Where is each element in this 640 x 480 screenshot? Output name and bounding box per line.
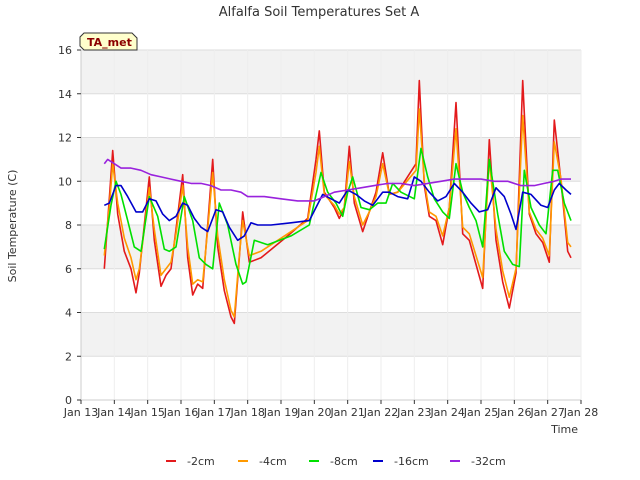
x-tick-label: Jan 23 [396, 406, 431, 419]
chart-title: Alfalfa Soil Temperatures Set A [219, 5, 420, 20]
series-line-minus-8cm [103, 147, 572, 285]
x-tick-label: Jan 20 [296, 406, 331, 419]
x-tick-label: Jan 15 [129, 406, 164, 419]
x-tick-label: Jan 27 [529, 406, 564, 419]
y-axis-label: Soil Temperature (C) [6, 170, 19, 283]
legend-label: -8cm [330, 455, 358, 468]
plot-band [81, 50, 581, 94]
y-axis-ticks: 0 2 4 6 8 10 12 14 16 [58, 44, 81, 407]
x-tick-label: Jan 21 [329, 406, 364, 419]
x-tick-label: Jan 28 [563, 406, 598, 419]
plot-band [81, 137, 581, 182]
series-line-minus-2cm [103, 79, 572, 325]
y-tick-label: 10 [58, 175, 72, 188]
legend-label: -16cm [394, 455, 429, 468]
legend-label: -2cm [187, 455, 215, 468]
y-tick-label: 16 [58, 44, 72, 57]
x-axis-label: Time [550, 423, 578, 436]
series-line-minus-16cm [103, 176, 572, 242]
y-tick-label: 2 [65, 350, 72, 363]
x-tick-label: Jan 17 [196, 406, 231, 419]
y-tick-label: 14 [58, 88, 72, 101]
badge-shape [79, 32, 138, 51]
station-badge: TA_met [79, 32, 138, 51]
series-lines [103, 79, 572, 325]
x-tick-label: Jan 16 [163, 406, 198, 419]
x-tick-label: Jan 13 [63, 406, 98, 419]
y-tick-label: 8 [65, 219, 72, 232]
legend-label: -4cm [259, 455, 287, 468]
y-tick-label: 4 [65, 307, 72, 320]
plot-band [81, 312, 581, 357]
series-line-minus-32cm [103, 158, 571, 202]
y-tick-label: 6 [65, 263, 72, 276]
x-tick-label: Jan 26 [496, 406, 531, 419]
x-tick-label: Jan 25 [463, 406, 498, 419]
series-line-minus-4cm [103, 108, 572, 318]
x-tick-label: Jan 22 [363, 406, 398, 419]
x-tick-label: Jan 18 [229, 406, 264, 419]
legend: -2cm -4cm -8cm -16cm -32cm [166, 455, 506, 468]
x-tick-label: Jan 19 [263, 406, 298, 419]
legend-label: -32cm [471, 455, 506, 468]
y-tick-label: 12 [58, 132, 72, 145]
x-tick-label: Jan 24 [429, 406, 464, 419]
badge-label: TA_met [87, 36, 132, 49]
y-tick-label: 0 [65, 394, 72, 407]
x-tick-label: Jan 14 [96, 406, 131, 419]
